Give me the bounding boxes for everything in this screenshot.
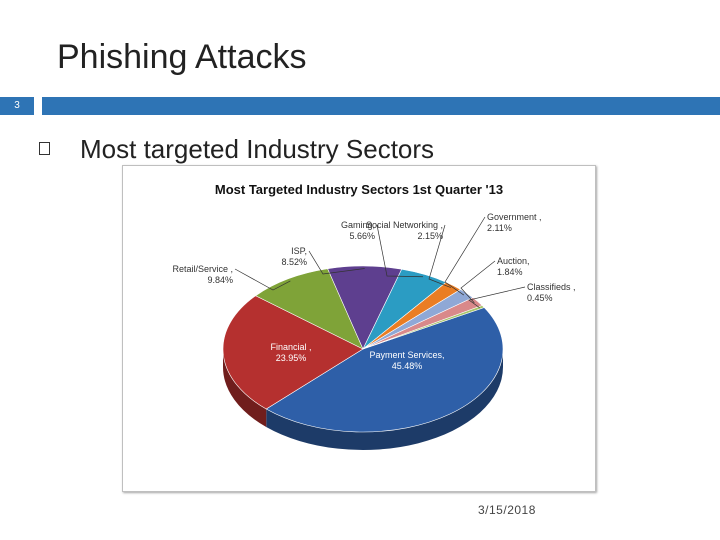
page-number-box — [0, 97, 34, 115]
page-number: 3 — [14, 100, 20, 111]
leader-line — [376, 224, 424, 278]
slice-label: Government , — [487, 212, 542, 222]
leader-line — [428, 224, 451, 288]
pie-slice — [222, 295, 364, 410]
pie-chart-image: Most Targeted Industry Sectors 1st Quart… — [122, 165, 596, 492]
chart-title: Most Targeted Industry Sectors 1st Quart… — [215, 182, 503, 197]
pie-slice — [362, 305, 485, 350]
slice-label: Gaming, — [341, 220, 375, 230]
slice-label: Classifieds , — [527, 282, 576, 292]
bullet-text: Most targeted Industry Sectors — [80, 134, 435, 164]
slice-label: Payment Services, — [369, 350, 444, 360]
header-rule: 3 — [0, 97, 720, 115]
slice-value-label: 9.84% — [207, 275, 233, 285]
pie-group — [222, 265, 504, 450]
slice-label: ISP, — [291, 246, 307, 256]
slice-label: Retail/Service , — [172, 264, 233, 274]
label-group: Payment Services,45.48% Financial ,23.95%… — [172, 212, 575, 371]
accent-bar — [42, 97, 720, 115]
pie-slice-side — [266, 349, 503, 450]
slice-value-label: 5.66% — [349, 231, 375, 241]
slice-value-label: 2.11% — [487, 223, 512, 233]
footer-date: 3/15/2018 — [478, 503, 536, 517]
slice-value-label: 1.84% — [497, 267, 523, 277]
leader-line — [308, 250, 365, 275]
slice-value-label: 45.48% — [392, 361, 423, 371]
pie-slice — [265, 307, 504, 433]
bullet-square-icon — [39, 142, 50, 155]
leader-line — [460, 260, 496, 304]
slice-label: Auction, — [497, 256, 530, 266]
slice-label: Social Networking , — [366, 220, 443, 230]
leader-line — [444, 216, 486, 296]
slice-value-label: 8.52% — [281, 257, 307, 267]
slide-title: Phishing Attacks — [57, 38, 307, 76]
slice-value-label: 2.15% — [417, 231, 443, 241]
leader-line — [234, 268, 291, 291]
slice-label: Financial , — [270, 342, 311, 352]
pie-chart: Most Targeted Industry Sectors 1st Quart… — [172, 182, 576, 450]
pie-slice-side — [223, 349, 267, 427]
slice-value-label: 23.95% — [276, 353, 307, 363]
leader-line — [468, 286, 526, 309]
slice-value-label: 0.45% — [527, 293, 553, 303]
